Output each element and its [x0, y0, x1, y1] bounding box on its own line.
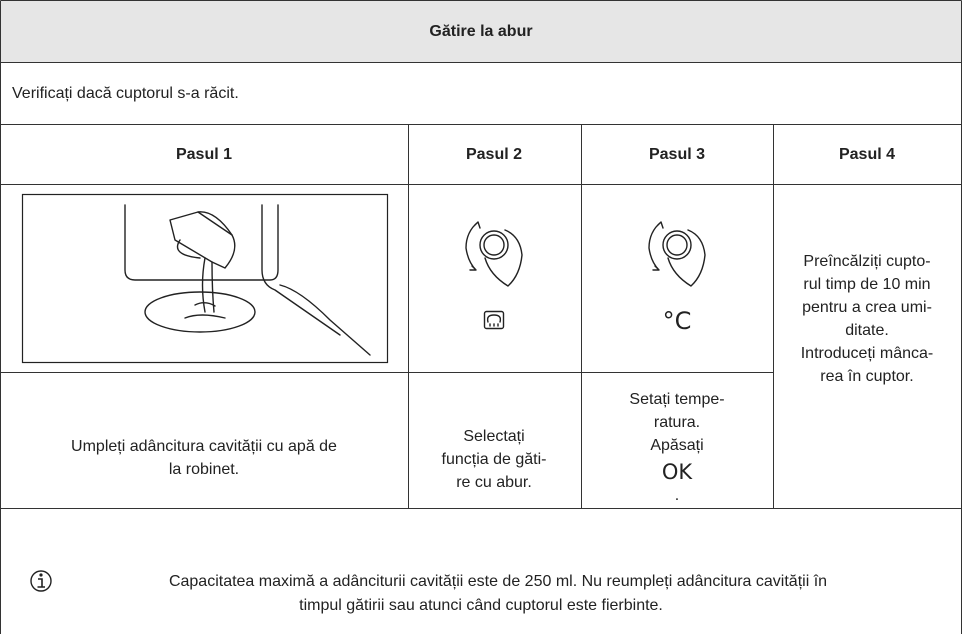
step-text: re cu abur. [456, 474, 532, 491]
info-icon [30, 570, 52, 592]
info-text: timpul gătirii sau atunci când cuptorul … [299, 597, 663, 614]
step-text: rea în cuptor. [820, 368, 913, 385]
step-text: funcția de găti- [442, 451, 547, 468]
knob-icon [465, 221, 523, 330]
step-text: pentru a crea umi- [802, 299, 932, 316]
step-text: ditate. [845, 322, 889, 339]
step-text: Apăsați [650, 437, 703, 454]
step-title: Pasul 2 [466, 146, 522, 163]
knob-icon [648, 221, 706, 287]
step-text: rul timp de 10 min [803, 276, 930, 293]
step-text: Selectați [463, 428, 524, 445]
ok-button-label: OK [662, 460, 694, 484]
step-text: Umpleți adâncitura cavității cu apă de [71, 438, 337, 455]
pour-water-illustration [21, 193, 389, 364]
step-text: Preîncălziți cupto- [803, 253, 930, 270]
pre-note: Verificați dacă cuptorul s-a răcit. [12, 85, 239, 102]
step-text: la robinet. [169, 461, 239, 478]
step-text: . [675, 487, 679, 504]
temperature-symbol: °C [663, 307, 692, 335]
step-title: Pasul 1 [176, 146, 232, 163]
table-title: Gătire la abur [429, 23, 532, 40]
step-title: Pasul 4 [839, 146, 895, 163]
step-text: Introduceți mânca- [801, 345, 934, 362]
step-text: ratura. [654, 414, 700, 431]
header-bg [0, 0, 962, 63]
step-title: Pasul 3 [649, 146, 705, 163]
info-text: Capacitatea maximă a adânciturii cavităț… [169, 573, 827, 590]
step-text: Setați tempe- [629, 391, 724, 408]
